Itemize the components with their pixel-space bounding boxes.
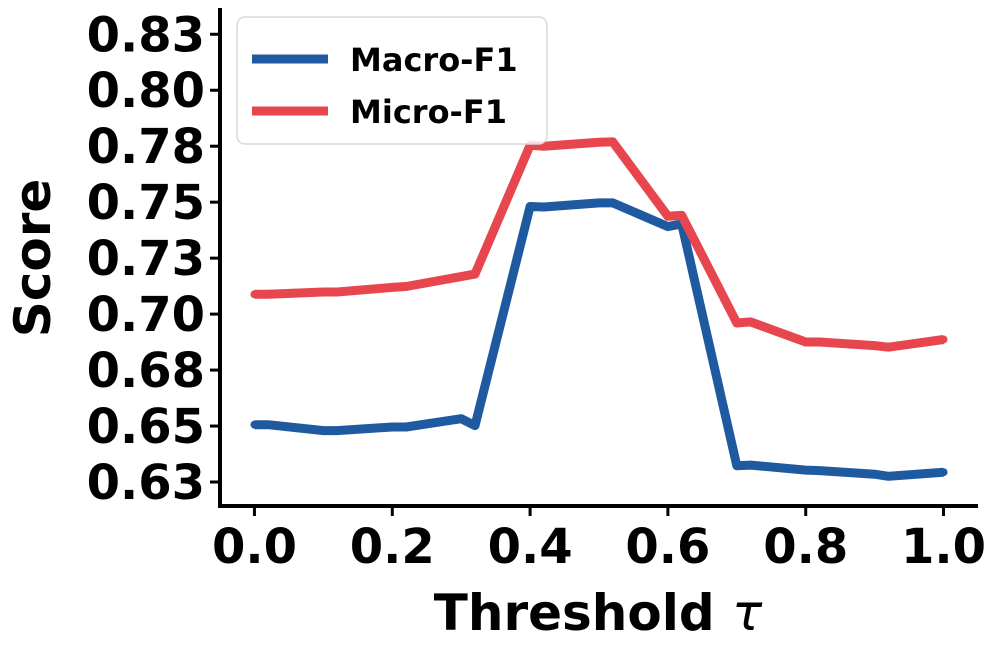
data-point-micro-f1	[663, 212, 672, 221]
ticks-layer: 0.0 0.2 0.4 0.6 0.8 1.00.630.650.680.700.730.…	[87, 7, 986, 575]
data-point-macro-f1	[526, 202, 535, 211]
data-point-micro-f1	[470, 270, 479, 279]
data-point-micro-f1	[264, 290, 273, 299]
data-point-macro-f1	[470, 421, 479, 430]
data-point-macro-f1	[388, 422, 397, 431]
legend-label-macro-f1: Macro-F1	[350, 41, 518, 79]
legend: Macro-F1 Micro-F1	[236, 16, 548, 145]
data-point-macro-f1	[457, 414, 466, 423]
y-tick-label: 0.63	[87, 455, 205, 511]
x-tick-label: 0.8	[763, 519, 848, 575]
data-point-macro-f1	[333, 426, 342, 435]
data-point-micro-f1	[815, 337, 824, 346]
data-point-macro-f1	[939, 468, 948, 477]
data-point-macro-f1	[732, 461, 741, 470]
data-point-macro-f1	[608, 198, 617, 207]
y-tick-label: 0.80	[87, 63, 205, 119]
data-point-macro-f1	[746, 461, 755, 470]
data-point-micro-f1	[870, 341, 879, 350]
data-point-macro-f1	[264, 420, 273, 429]
legend-label-micro-f1: Micro-F1	[350, 93, 507, 131]
x-tick-label: 0.0	[212, 519, 297, 575]
data-point-macro-f1	[870, 470, 879, 479]
series-layer	[250, 137, 948, 481]
y-tick-label: 0.78	[87, 119, 205, 175]
data-point-macro-f1	[884, 472, 893, 481]
x-tick-label: 1.0	[901, 519, 986, 575]
data-point-macro-f1	[663, 222, 672, 231]
y-axis-label: Score	[4, 179, 62, 338]
data-point-micro-f1	[595, 138, 603, 147]
data-point-micro-f1	[801, 337, 810, 346]
data-point-micro-f1	[732, 319, 741, 328]
data-point-micro-f1	[402, 282, 411, 291]
x-tick-label: 0.4	[488, 519, 573, 575]
y-tick-label: 0.75	[87, 175, 205, 231]
data-point-micro-f1	[457, 272, 466, 281]
data-point-micro-f1	[884, 343, 893, 352]
x-tick-label: 0.2	[350, 519, 435, 575]
data-point-micro-f1	[746, 317, 755, 326]
data-point-macro-f1	[539, 202, 548, 211]
x-axis-label: Threshold τ	[434, 584, 763, 642]
data-point-micro-f1	[677, 211, 686, 220]
x-axis-label-text: Threshold	[434, 584, 715, 642]
y-tick-label: 0.70	[87, 287, 205, 343]
data-point-macro-f1	[801, 466, 810, 475]
data-point-micro-f1	[319, 287, 328, 296]
data-point-macro-f1	[595, 198, 603, 207]
y-tick-label: 0.65	[87, 399, 205, 455]
x-tick-label: 0.6	[625, 519, 710, 575]
data-point-micro-f1	[939, 335, 948, 344]
y-tick-label: 0.83	[87, 7, 205, 63]
data-point-macro-f1	[815, 466, 824, 475]
data-point-macro-f1	[250, 420, 259, 429]
series-line-micro-f1	[254, 137, 945, 352]
data-point-micro-f1	[250, 290, 259, 299]
data-point-micro-f1	[333, 287, 342, 296]
data-point-micro-f1	[608, 137, 617, 146]
y-tick-label: 0.68	[87, 343, 205, 399]
x-axis-label-symbol: τ	[732, 584, 763, 642]
data-point-micro-f1	[388, 283, 397, 292]
data-point-macro-f1	[402, 422, 411, 431]
y-tick-label: 0.73	[87, 231, 205, 287]
data-point-macro-f1	[319, 426, 328, 435]
